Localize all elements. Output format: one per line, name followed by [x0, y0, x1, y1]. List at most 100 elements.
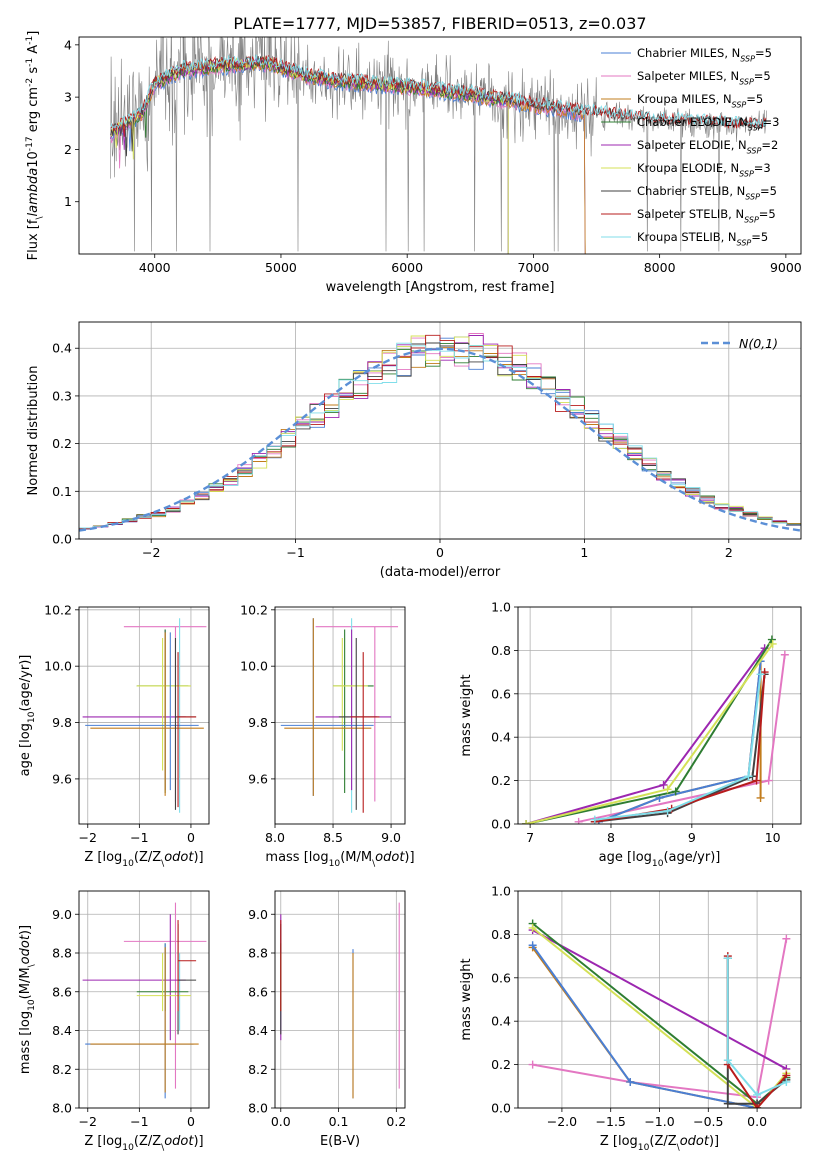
- mass-vs-Z-frame: [78, 890, 210, 1109]
- mass-weight-vs-age-marker: [659, 780, 668, 789]
- mass-weight-vs-age-frame: [517, 606, 802, 825]
- figure-title: PLATE=1777, MJD=53857, FIBERID=0513, z=0…: [233, 14, 646, 33]
- mass-weight-vs-Z-marker: [528, 1060, 537, 1069]
- mass-weight-vs-Z-plot-area: [528, 919, 791, 1108]
- mass-weight-vs-age-ytick-label: 0.8: [491, 643, 511, 658]
- mass-vs-Z-xlabel: Z [log10(Z/Z\odot)]: [84, 1134, 203, 1153]
- age-vs-Z-point: [136, 638, 191, 771]
- mass-vs-Z-ytick-label: 8.8: [52, 946, 72, 961]
- mass-weight-vs-Z-marker: [753, 1104, 762, 1108]
- mass-vs-Z-xtick-label: −2: [79, 1114, 97, 1129]
- mass-weight-vs-Z-marker: [782, 934, 791, 943]
- residuals-ylabel: Normed distribution: [26, 366, 41, 496]
- spectrum-model-line: [110, 61, 586, 254]
- mass-weight-vs-age-marker: [590, 815, 599, 824]
- mass-weight-vs-age-xtick-label: 8: [607, 830, 615, 845]
- age-vs-Z-plot-area: [82, 618, 207, 813]
- mass-weight-vs-age-plot-area: [522, 635, 789, 824]
- mass-weight-vs-age-marker: [663, 785, 672, 794]
- panel-mass-vs-EBV: 0.0 0.1 0.2 8.0 8.2 8.4 8.6 8.8 9.0 E(B-V): [248, 890, 406, 1149]
- spectrum-xtick-label: 4000: [139, 260, 171, 275]
- mass-weight-vs-Z-ytick-label: 0.4: [491, 1014, 511, 1029]
- mass-vs-Z-point: [177, 923, 197, 1035]
- normal-distribution-curve: [79, 347, 801, 532]
- legend-label: Salpeter STELIB, NSSP=5: [637, 207, 776, 225]
- spectrum-frame: [78, 36, 802, 255]
- residuals-xlabel: (data-model)/error: [380, 565, 501, 580]
- legend-label: Kroupa MILES, NSSP=5: [637, 92, 763, 110]
- mass-weight-vs-Z-xlabel: Z [log10(Z/Z\odot)]: [600, 1134, 719, 1153]
- legend-label: Salpeter ELODIE, NSSP=2: [637, 138, 778, 156]
- legend-label: Kroupa ELODIE, NSSP=3: [637, 161, 771, 179]
- age-vs-mass-point: [350, 652, 380, 813]
- mass-vs-Z-ytick-label: 9.0: [52, 907, 72, 922]
- mass-weight-vs-Z-xtick-label: −0.5: [693, 1114, 723, 1129]
- mass-vs-EBV-ytick-label: 9.0: [248, 907, 268, 922]
- mass-weight-vs-age-marker: [663, 806, 672, 815]
- age-vs-Z-point: [90, 632, 204, 796]
- mass-weight-vs-age-series: [574, 650, 789, 824]
- mass-vs-Z-gridlines: [79, 891, 209, 1109]
- panel-mass-weight-vs-Z: −2.0 −1.5 −1.0 −0.5 0.0 0.0 0.2 0.4 0.6 0.8 1.0 Z […: [459, 884, 802, 1153]
- mass-weight-vs-age-marker: [574, 817, 583, 824]
- spectrum-xlabel: wavelength [Angstrom, rest frame]: [326, 280, 555, 295]
- residuals-ytick-label: 0.2: [52, 436, 72, 451]
- mass-weight-vs-Z-series: [528, 943, 762, 1108]
- spectrum-ylabel: Flux [f\lambda10-17 erg cm-2 s-1 A-1]: [25, 31, 45, 261]
- panel-age-vs-Z: −2 −1 0 9.6 9.8 10.0 10.2 Z [log10(Z/Z\odot)] ag…: [18, 602, 210, 869]
- mass-weight-vs-age-xtick-label: 10: [765, 830, 781, 845]
- mass-vs-Z-point: [136, 953, 191, 1012]
- mass-weight-vs-Z-series: [723, 954, 791, 1099]
- mass-vs-Z-plot-area: [82, 902, 207, 1099]
- age-vs-mass-gridlines: [274, 607, 405, 824]
- mass-weight-vs-age-series-line: [525, 638, 773, 824]
- spectrum-model-line: [110, 55, 767, 157]
- spectrum-model-line: [110, 59, 586, 254]
- mass-vs-EBV-ytick-label: 8.8: [248, 946, 268, 961]
- mass-vs-Z-point: [82, 914, 186, 1041]
- mass-weight-vs-age-marker: [756, 670, 765, 679]
- mass-weight-vs-age-xtick-label: 7: [526, 830, 534, 845]
- residuals-ytick-label: 0.3: [52, 388, 72, 403]
- age-vs-mass-point: [315, 626, 399, 802]
- panel-mass-weight-vs-age: 7 8 9 10 0.0 0.2 0.4 0.6 0.8 1.0 age [log10(age/yr…: [459, 600, 802, 869]
- mass-vs-Z-ytick-label: 8.0: [52, 1101, 72, 1116]
- mass-weight-vs-age-ytick-label: 0.0: [491, 817, 511, 832]
- mass-vs-EBV-xtick-label: 0.1: [329, 1114, 349, 1129]
- age-vs-Z-xtick-label: −1: [130, 830, 148, 845]
- age-vs-Z-ytick-label: 10.0: [44, 659, 72, 674]
- mass-weight-vs-Z-xtick-label: −1.0: [644, 1114, 674, 1129]
- mass-vs-EBV-frame: [274, 890, 406, 1109]
- spectrum-xtick-label: 5000: [265, 260, 297, 275]
- age-vs-Z-ytick-label: 10.2: [44, 602, 72, 617]
- age-vs-Z-frame: [78, 606, 210, 825]
- mass-weight-vs-Z-ytick-label: 0.8: [491, 927, 511, 942]
- age-vs-Z-point: [177, 652, 197, 808]
- legend-label: Kroupa STELIB, NSSP=5: [637, 230, 768, 248]
- mass-weight-vs-Z-marker: [626, 1077, 635, 1086]
- residual-histogram-step: [79, 342, 801, 539]
- mass-weight-vs-age-marker: [768, 639, 777, 648]
- age-vs-mass-ytick-label: 9.6: [248, 771, 268, 786]
- residuals-ytick-label: 0.4: [52, 341, 72, 356]
- mass-weight-vs-Z-marker: [723, 1056, 732, 1065]
- mass-weight-vs-Z-series-line: [726, 958, 787, 1097]
- residuals-plot-area: [79, 333, 801, 539]
- mass-weight-vs-Z-marker: [723, 954, 732, 963]
- age-vs-Z-xlabel: Z [log10(Z/Z\odot)]: [84, 850, 203, 869]
- age-vs-mass-xtick-label: 8.5: [323, 830, 343, 845]
- mass-weight-vs-age-ytick-label: 0.4: [491, 730, 511, 745]
- mass-weight-vs-Z-ytick-label: 0.2: [491, 1057, 511, 1072]
- mass-weight-vs-Z-series-line: [532, 938, 788, 1099]
- legend-label: Chabrier STELIB, NSSP=5: [637, 184, 777, 202]
- spectrum-model-line: [110, 54, 767, 129]
- mass-weight-vs-Z-series-line: [532, 929, 787, 1070]
- mass-weight-vs-age-marker: [522, 820, 531, 824]
- mass-vs-Z-ylabel: mass [log10(M/M\odot)]: [18, 925, 37, 1074]
- age-vs-mass-ytick-label: 9.8: [248, 715, 268, 730]
- mass-vs-Z-xtick-label: 0: [187, 1114, 195, 1129]
- mass-weight-vs-age-series: [522, 635, 776, 824]
- mass-weight-vs-Z-ylabel: mass weight: [459, 958, 474, 1040]
- mass-weight-vs-age-marker: [780, 650, 789, 659]
- mass-weight-vs-age-series-line: [594, 674, 762, 821]
